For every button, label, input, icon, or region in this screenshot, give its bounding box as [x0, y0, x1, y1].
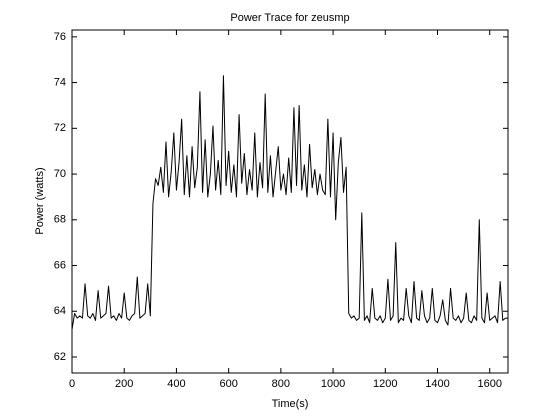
y-axis-label: Power (watts): [34, 167, 46, 234]
x-tick-label: 600: [219, 378, 237, 390]
x-axis-label: Time(s): [272, 398, 309, 410]
x-tick-label: 1000: [321, 378, 345, 390]
x-tick-label: 400: [167, 378, 185, 390]
x-tick-label: 0: [69, 378, 75, 390]
y-tick-label: 76: [54, 31, 66, 43]
y-tick-label: 64: [54, 305, 66, 317]
y-tick-label: 68: [54, 214, 66, 226]
y-tick-label: 66: [54, 259, 66, 271]
y-tick-label: 74: [54, 76, 66, 88]
x-tick-label: 1600: [477, 378, 501, 390]
x-tick-label: 800: [272, 378, 290, 390]
x-tick-label: 200: [115, 378, 133, 390]
axes-box: [71, 29, 509, 374]
y-tick-label: 62: [54, 351, 66, 363]
x-tick-label: 1400: [425, 378, 449, 390]
y-tick-label: 72: [54, 122, 66, 134]
data-line: [71, 75, 508, 330]
x-tick-label: 1200: [373, 378, 397, 390]
y-tick-label: 70: [54, 168, 66, 180]
chart-title: Power Trace for zeusmp: [230, 12, 349, 24]
